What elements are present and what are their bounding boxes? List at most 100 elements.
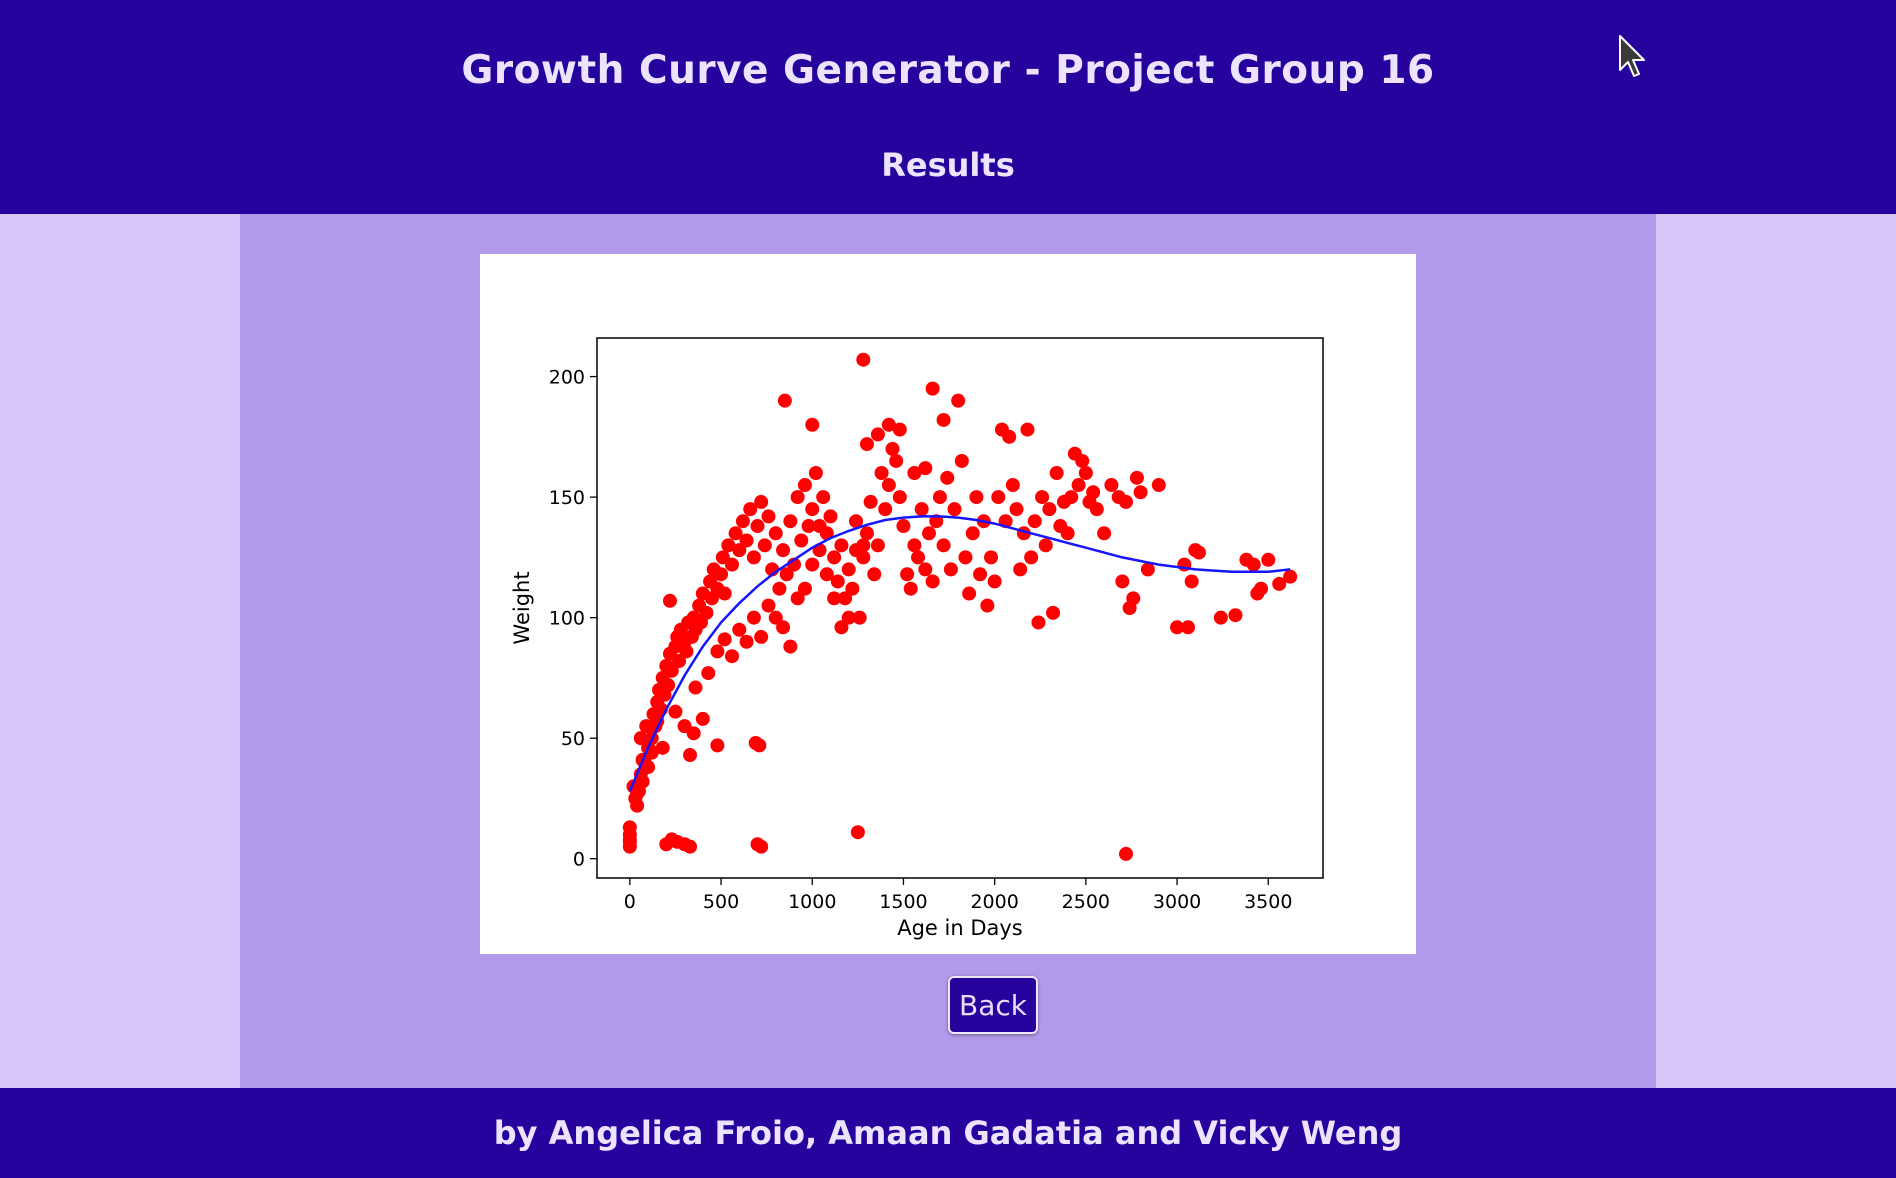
data-point <box>947 502 962 517</box>
data-point <box>630 786 645 801</box>
data-point <box>973 567 988 582</box>
x-tick-label: 3500 <box>1244 891 1292 913</box>
data-point <box>1104 478 1119 493</box>
data-point <box>907 538 922 553</box>
data-point <box>664 663 679 678</box>
data-point <box>907 466 922 480</box>
data-point <box>1031 615 1046 630</box>
data-point <box>856 538 871 553</box>
data-point <box>812 519 827 534</box>
data-point <box>735 514 750 529</box>
data-point <box>783 639 798 654</box>
page-title: Growth Curve Generator - Project Group 1… <box>461 48 1435 93</box>
data-point <box>1075 453 1090 468</box>
data-point <box>1181 620 1196 635</box>
data-point <box>881 478 896 493</box>
data-point <box>925 381 940 396</box>
data-point <box>1013 562 1028 577</box>
data-point <box>655 740 670 755</box>
data-point <box>695 711 710 726</box>
back-button[interactable]: Back <box>948 976 1038 1034</box>
data-point <box>777 393 792 408</box>
data-point <box>1002 429 1017 444</box>
data-point <box>783 514 798 529</box>
data-point <box>918 461 933 476</box>
data-point <box>1126 591 1141 606</box>
data-point <box>870 427 885 442</box>
data-point <box>724 557 739 572</box>
data-point <box>1049 466 1064 480</box>
data-point <box>914 502 929 517</box>
data-point <box>1078 466 1093 480</box>
data-point <box>710 738 725 753</box>
data-point <box>746 610 761 625</box>
data-point <box>683 839 698 854</box>
data-point <box>1151 478 1166 493</box>
data-point <box>1283 569 1298 584</box>
data-point <box>688 680 703 695</box>
data-point <box>779 567 794 582</box>
x-tick-label: 2500 <box>1062 891 1110 913</box>
data-point <box>776 543 791 558</box>
y-tick-label: 100 <box>549 608 585 630</box>
data-point <box>805 557 820 572</box>
data-point <box>1261 552 1276 567</box>
data-point <box>987 574 1002 589</box>
data-point <box>622 820 637 835</box>
data-point <box>856 352 871 367</box>
data-point <box>714 567 729 582</box>
y-axis-label: Weight <box>510 571 534 644</box>
data-point <box>661 678 676 693</box>
data-point <box>841 562 856 577</box>
data-point <box>1086 485 1101 500</box>
data-point <box>794 533 809 548</box>
plot-frame <box>596 337 1324 879</box>
data-point <box>1046 605 1061 620</box>
data-point <box>1042 502 1057 517</box>
data-point <box>808 466 823 480</box>
data-point <box>958 550 973 565</box>
data-point <box>679 644 694 659</box>
data-point <box>896 519 911 534</box>
data-point <box>816 490 831 505</box>
data-point <box>662 593 677 608</box>
data-point <box>768 610 783 625</box>
data-point <box>834 620 849 635</box>
left-gutter <box>0 214 240 1088</box>
data-point <box>761 598 776 613</box>
data-point <box>633 731 648 746</box>
data-point <box>1253 581 1268 596</box>
data-point <box>717 586 732 601</box>
data-point <box>650 714 665 729</box>
data-point <box>746 550 761 565</box>
app-footer: by Angelica Froio, Amaan Gadatia and Vic… <box>0 1088 1896 1178</box>
data-point <box>677 719 692 734</box>
data-point <box>911 550 926 565</box>
data-point <box>797 581 812 596</box>
data-point <box>889 453 904 468</box>
data-point <box>768 526 783 541</box>
x-tick-label: 1000 <box>788 891 836 913</box>
data-point <box>728 526 743 541</box>
data-point <box>841 610 856 625</box>
data-point <box>932 490 947 505</box>
right-gutter <box>1656 214 1896 1088</box>
data-point <box>635 774 650 789</box>
data-point <box>790 490 805 505</box>
data-point <box>852 610 867 625</box>
data-point <box>1115 574 1130 589</box>
data-point <box>881 417 896 432</box>
data-point <box>1184 574 1199 589</box>
data-point <box>859 526 874 541</box>
data-point <box>925 574 940 589</box>
data-point <box>1133 485 1148 500</box>
data-point <box>969 490 984 505</box>
data-point <box>672 654 687 669</box>
data-point <box>710 644 725 659</box>
data-point <box>1024 550 1039 565</box>
data-point <box>929 514 944 529</box>
data-point <box>754 629 769 644</box>
data-point <box>1071 478 1086 493</box>
data-point <box>721 538 736 553</box>
page-subtitle: Results <box>881 146 1015 184</box>
